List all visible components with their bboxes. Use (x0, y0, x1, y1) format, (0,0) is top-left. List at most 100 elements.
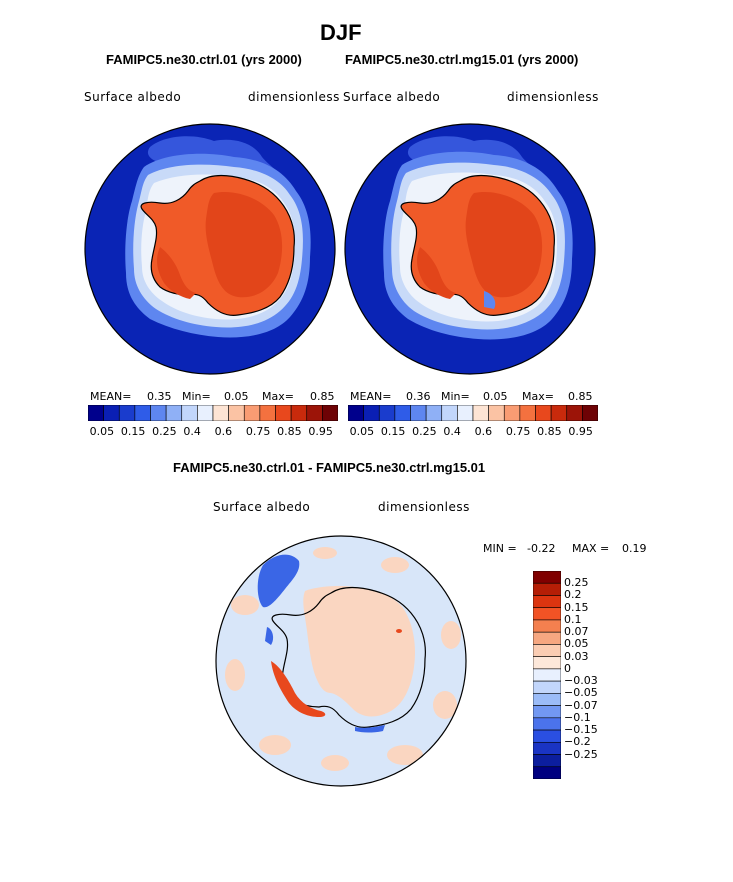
colorbar-tick-label: 0.2 (564, 588, 582, 602)
colorbar-cell (378, 405, 396, 421)
colorbar-tick-label: −0.15 (564, 723, 598, 737)
diff-min-value: -0.22 (527, 542, 556, 555)
colorbar-tick-label: 0.1 (564, 612, 582, 626)
colorbar-cell (348, 405, 364, 421)
colorbar-tick-label: 0.05 (349, 425, 375, 438)
diff-max-label: MAX = (572, 542, 610, 555)
map-boundary (84, 123, 336, 375)
colorbar-cell (88, 405, 104, 421)
colorbar-cell (290, 405, 308, 421)
diff-variable-label: Surface albedo (213, 500, 311, 514)
left-max-value: 0.85 (310, 390, 335, 403)
right-colorbar-ticks: 0.05 0.15 0.25 0.4 0.6 0.75 0.85 0.95 (348, 425, 598, 439)
right-mean-value: 0.36 (406, 390, 431, 403)
left-mean-value: 0.35 (147, 390, 172, 403)
colorbar-cell (533, 693, 561, 706)
colorbar-tick-label: −0.07 (564, 698, 598, 712)
colorbar-cell (519, 405, 536, 421)
colorbar-cell (259, 405, 276, 421)
colorbar-tick-label: 0.4 (443, 425, 461, 438)
diff-colorbar-ticks: 0.25 0.2 0.15 0.1 0.07 0.05 0.03 0 −0.03 −0.05 −0.… (564, 571, 624, 779)
diff-panel-title: FAMIPC5.ne30.ctrl.01 - FAMIPC5.ne30.ctrl… (173, 460, 486, 475)
right-panel-title: FAMIPC5.ne30.ctrl.mg15.01 (yrs 2000) (345, 52, 579, 67)
colorbar-tick-label: −0.2 (564, 735, 591, 749)
left-panel-title: FAMIPC5.ne30.ctrl.01 (yrs 2000) (106, 52, 302, 67)
left-map (84, 123, 336, 375)
colorbar-tick-label: 0.95 (568, 425, 593, 438)
colorbar-cell (533, 668, 561, 682)
colorbar-tick-label: 0 (564, 661, 571, 675)
colorbar-tick-label: −0.03 (564, 674, 598, 688)
colorbar-cell (488, 405, 505, 421)
colorbar-cell (103, 405, 120, 421)
colorbar-tick-label: −0.05 (564, 686, 598, 700)
right-variable-label: Surface albedo (343, 90, 441, 104)
colorbar-cell (582, 405, 598, 421)
left-mean-label: MEAN= (90, 390, 132, 403)
colorbar-cell (533, 571, 561, 584)
left-units-label: dimensionless (248, 90, 340, 104)
colorbar-cell (243, 405, 261, 421)
right-map (344, 123, 596, 375)
colorbar-cell (118, 405, 136, 421)
colorbar-cell (503, 405, 521, 421)
colorbar-cell (533, 631, 561, 645)
colorbar-tick-label: 0.6 (214, 425, 233, 438)
colorbar-cell (535, 405, 552, 421)
left-min-value: 0.05 (224, 390, 249, 403)
antarctica-outline (271, 586, 426, 728)
left-colorbar-ticks: 0.05 0.15 0.25 0.4 0.6 0.75 0.85 0.95 (88, 425, 338, 439)
right-min-value: 0.05 (483, 390, 508, 403)
colorbar-cell (441, 405, 458, 421)
colorbar-tick-label: 0.07 (564, 625, 589, 639)
diff-colorbar (533, 571, 561, 779)
diff-max-value: 0.19 (622, 542, 647, 555)
colorbar-tick-label: 0.05 (89, 425, 115, 438)
colorbar-tick-label: 0.25 (152, 425, 177, 438)
map-boundary (344, 123, 596, 375)
colorbar-tick-label: 0.4 (183, 425, 201, 438)
positive-anomaly (271, 661, 326, 717)
antarctica-diff (303, 585, 415, 717)
right-colorbar (348, 405, 598, 421)
colorbar-cell (134, 405, 151, 421)
colorbar-cell (410, 405, 427, 421)
right-max-value: 0.85 (568, 390, 593, 403)
colorbar-cell (533, 717, 561, 731)
colorbar-tick-label: 0.85 (537, 425, 562, 438)
colorbar-cell (150, 405, 167, 421)
colorbar-tick-label: 0.15 (380, 425, 406, 438)
right-mean-label: MEAN= (350, 390, 392, 403)
colorbar-tick-label: 0.75 (505, 425, 531, 438)
colorbar-cell (533, 595, 561, 609)
colorbar-cell (533, 741, 561, 755)
colorbar-cell (533, 582, 561, 596)
colorbar-cell (363, 405, 380, 421)
colorbar-cell (181, 405, 198, 421)
map-boundary (215, 535, 467, 787)
colorbar-cell (322, 405, 338, 421)
colorbar-cell (566, 405, 583, 421)
left-min-label: Min= (182, 390, 211, 403)
colorbar-tick-label: 0.95 (308, 425, 333, 438)
colorbar-cell (165, 405, 183, 421)
colorbar-cell (533, 656, 561, 670)
colorbar-cell (533, 619, 561, 633)
diff-min-label: MIN = (483, 542, 517, 555)
right-min-label: Min= (441, 390, 470, 403)
colorbar-tick-label: 0.6 (474, 425, 493, 438)
right-units-label: dimensionless (507, 90, 599, 104)
colorbar-tick-label: 0.05 (564, 637, 589, 651)
colorbar-tick-label: 0.85 (277, 425, 302, 438)
diff-units-label: dimensionless (378, 500, 470, 514)
season-title: DJF (320, 20, 362, 45)
colorbar-tick-label: 0.75 (245, 425, 271, 438)
colorbar-cell (533, 754, 561, 768)
colorbar-cell (533, 680, 561, 694)
colorbar-tick-label: 0.03 (564, 649, 589, 663)
colorbar-tick-label: 0.25 (412, 425, 437, 438)
colorbar-cell (533, 607, 561, 621)
colorbar-cell (533, 729, 561, 743)
colorbar-cell (394, 405, 411, 421)
colorbar-cell (550, 405, 568, 421)
